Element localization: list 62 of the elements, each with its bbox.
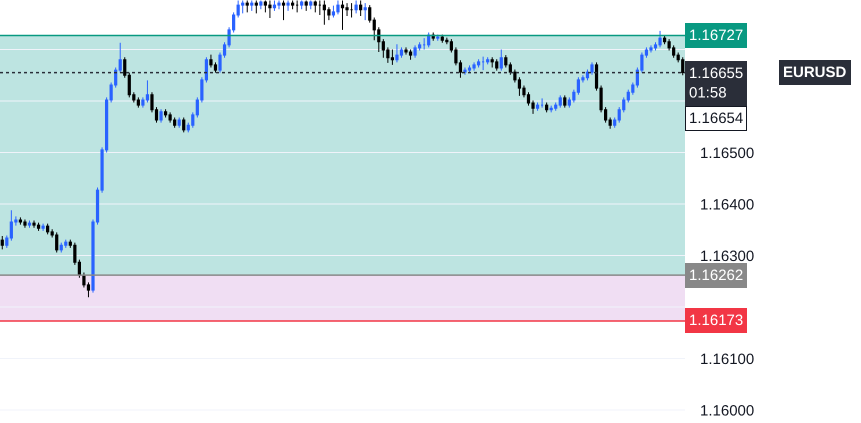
- candlestick: [463, 66, 467, 76]
- candlestick: [309, 0, 312, 10]
- ref-line-label: 1.16262: [689, 267, 744, 284]
- candlestick: [395, 44, 399, 63]
- candlestick: [658, 30, 662, 48]
- candlestick: [482, 56, 485, 71]
- y-tick-label: 1.16300: [700, 248, 754, 265]
- text: EURUSD: [783, 64, 847, 81]
- candlestick: [340, 0, 344, 30]
- candlestick: [178, 116, 181, 128]
- candlestick: [41, 223, 45, 232]
- candlestick: [272, 0, 276, 12]
- ref-line-label: 1.16173: [689, 312, 744, 329]
- candlestick: [500, 48, 503, 72]
- y-tick-label: 1.16000: [700, 402, 754, 420]
- candlestick: [182, 116, 186, 133]
- candlestick: [246, 0, 249, 13]
- candlestick: [476, 58, 480, 68]
- candlestick: [390, 48, 394, 66]
- candlestick: [259, 0, 262, 10]
- ref-line-label: 1.16727: [689, 27, 744, 44]
- candlestick: [563, 94, 566, 108]
- candlestick: [413, 44, 417, 58]
- candlestick: [300, 0, 304, 10]
- candlestick: [36, 222, 40, 232]
- ref-line-label: 1.16655 01:58: [689, 65, 744, 102]
- candlestick: [545, 102, 548, 113]
- candlestick: [254, 0, 258, 14]
- y-tick-label: 1.16400: [700, 196, 754, 214]
- candlestick: [250, 0, 254, 12]
- candlestick: [336, 0, 340, 15]
- text: 1.16654: [689, 110, 744, 127]
- candlestick: [359, 0, 362, 16]
- candlestick: [408, 48, 412, 60]
- candlestick: [472, 62, 476, 72]
- candlestick: [296, 0, 299, 13]
- candlestick: [277, 0, 281, 10]
- candlestick: [354, 0, 358, 14]
- candlestick: [290, 0, 294, 10]
- candlestick: [23, 218, 27, 228]
- candlestick: [364, 2, 367, 21]
- y-tick-label: 1.16100: [700, 350, 754, 368]
- candlestick: [486, 56, 490, 65]
- candlestick: [649, 44, 653, 54]
- candlestick: [268, 0, 272, 19]
- candlestick: [282, 0, 286, 21]
- candlestick: [304, 0, 308, 12]
- candlestick: [400, 46, 404, 58]
- candlestick: [0, 235, 4, 250]
- candlestick: [28, 220, 32, 228]
- candlestick: [18, 216, 22, 226]
- y-tick-label: 1.16500: [700, 144, 754, 162]
- candlestick: [286, 0, 290, 12]
- candlestick: [350, 2, 354, 18]
- candlestick: [540, 98, 544, 108]
- candlestick: [314, 0, 317, 13]
- candlestick: [536, 102, 540, 112]
- candlestick: [146, 80, 150, 104]
- candlestick: [468, 64, 472, 74]
- candlestick: [159, 108, 163, 124]
- candlestick: [32, 220, 36, 228]
- candlestick: [436, 34, 440, 42]
